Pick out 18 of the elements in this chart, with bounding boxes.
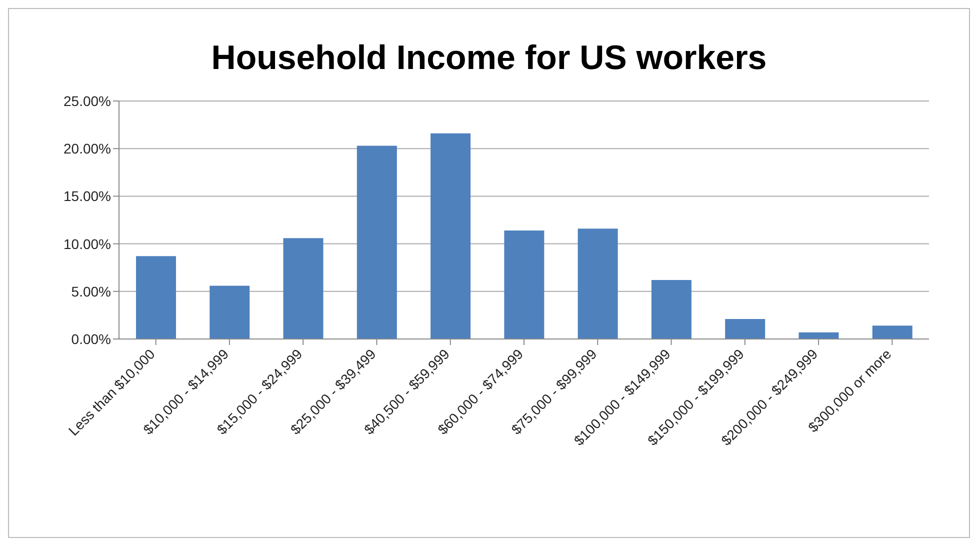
y-tick-label: 25.00%	[64, 92, 111, 109]
y-tick-label: 0.00%	[71, 330, 111, 347]
bar	[651, 280, 692, 339]
bar	[356, 146, 397, 339]
bar	[725, 319, 766, 339]
y-tick-label: 15.00%	[64, 188, 111, 204]
bar	[283, 238, 324, 339]
bar	[210, 286, 250, 339]
bar	[872, 326, 912, 339]
y-tick-label: 10.00%	[64, 236, 111, 252]
chart-title: Household Income for US workers	[210, 39, 768, 79]
bar	[430, 133, 471, 339]
y-tick-label: 5.00%	[71, 283, 111, 300]
bar	[798, 332, 839, 339]
bar	[136, 256, 176, 339]
bar	[578, 228, 618, 339]
y-tick-label: 20.00%	[64, 140, 111, 157]
bar	[504, 230, 544, 339]
